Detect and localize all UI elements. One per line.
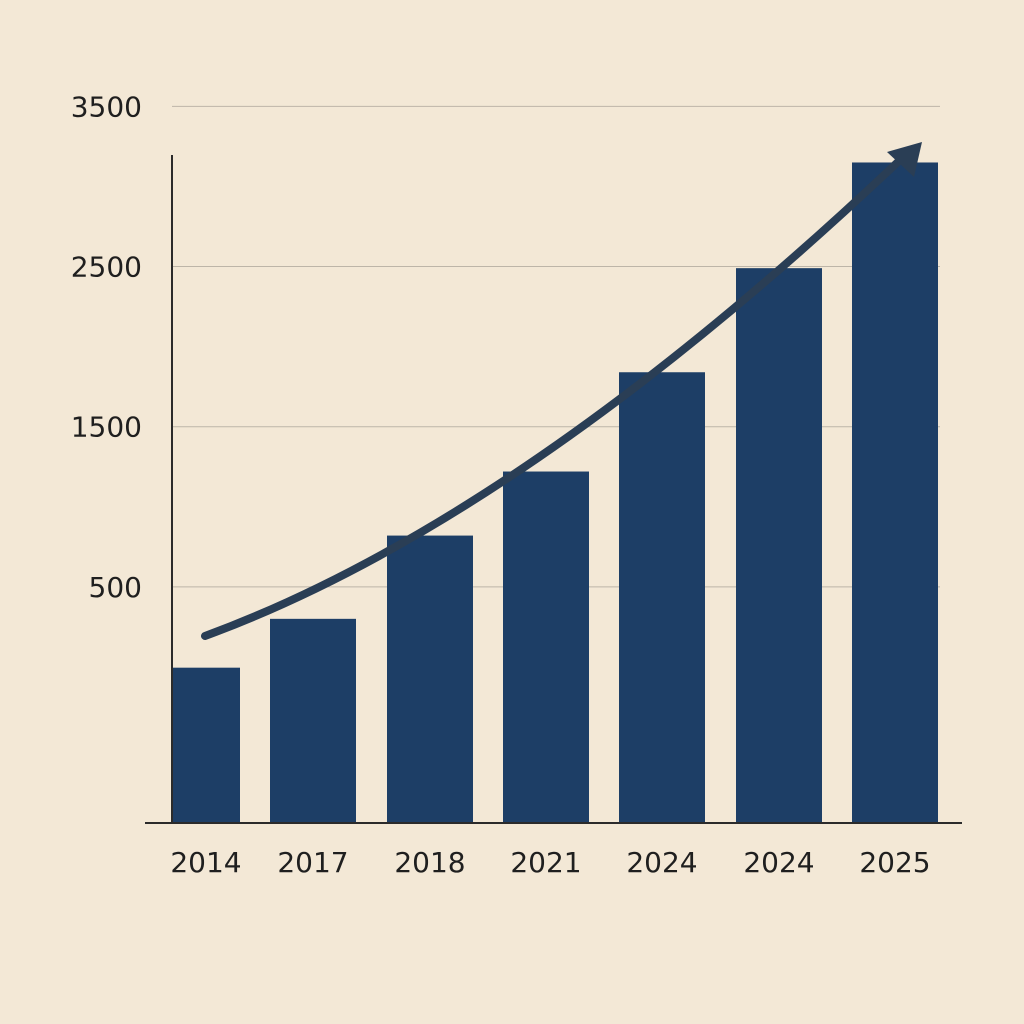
y-tick-labels: 500 1500 2500 3500 — [71, 90, 142, 603]
bar — [270, 618, 356, 823]
bar — [736, 268, 822, 823]
bar — [852, 162, 938, 823]
y-tick-label: 2500 — [71, 251, 142, 284]
bar — [619, 372, 705, 823]
x-tick-label: 2024 — [743, 846, 814, 879]
y-tick-label: 500 — [89, 571, 142, 604]
x-tick-label: 2018 — [394, 846, 465, 879]
bar — [387, 535, 473, 823]
trend-arrow-line — [201, 156, 904, 640]
bars — [172, 162, 938, 823]
y-tick-label: 3500 — [71, 90, 142, 123]
trend-arrow-head — [887, 142, 922, 177]
bar — [172, 667, 240, 823]
x-tick-label: 2017 — [277, 846, 348, 879]
x-tick-label: 2024 — [626, 846, 697, 879]
x-tick-label: 2014 — [170, 846, 241, 879]
x-tick-label: 2025 — [859, 846, 930, 879]
trend-arrow — [201, 142, 922, 640]
y-tick-label: 1500 — [71, 411, 142, 444]
x-tick-label: 2021 — [510, 846, 581, 879]
bar — [503, 471, 589, 823]
x-tick-labels: 2014 2017 2018 2021 2024 2024 2025 — [170, 846, 930, 879]
